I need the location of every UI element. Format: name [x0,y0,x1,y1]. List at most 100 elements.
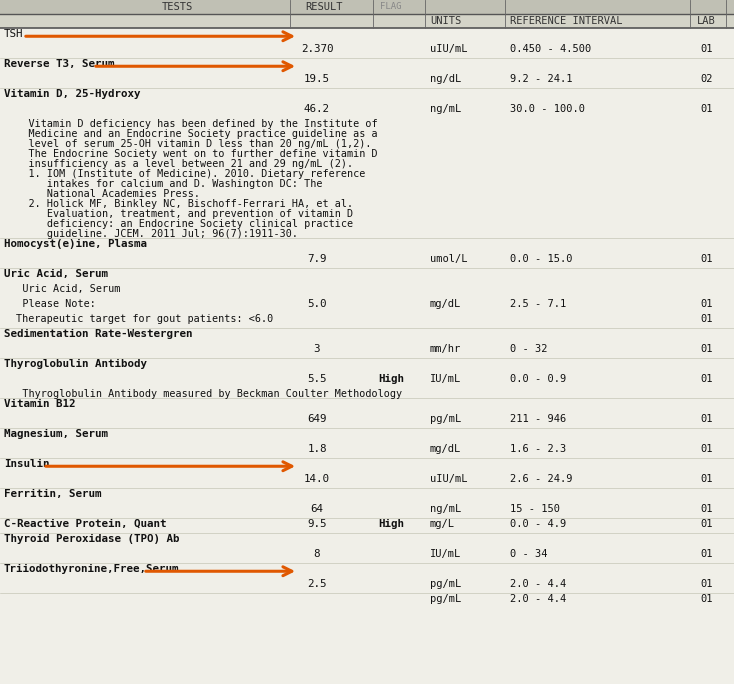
Text: mm/hr: mm/hr [430,344,461,354]
Text: 0.0 - 0.9: 0.0 - 0.9 [510,374,566,384]
Text: National Academies Press.: National Academies Press. [4,189,200,199]
Text: 0.0 - 15.0: 0.0 - 15.0 [510,254,573,264]
Text: 649: 649 [308,414,327,424]
Text: 2.0 - 4.4: 2.0 - 4.4 [510,594,566,604]
Text: Uric Acid, Serum: Uric Acid, Serum [4,284,120,294]
Text: Reverse T3, Serum: Reverse T3, Serum [4,59,115,69]
Text: Ferritin, Serum: Ferritin, Serum [4,489,101,499]
Text: Uric Acid, Serum: Uric Acid, Serum [4,269,108,279]
Text: Medicine and an Endocrine Society practice guideline as a: Medicine and an Endocrine Society practi… [4,129,377,139]
Text: 0.450 - 4.500: 0.450 - 4.500 [510,44,592,54]
Text: Vitamin D deficiency has been defined by the Institute of: Vitamin D deficiency has been defined by… [4,119,377,129]
Text: Thyroglobulin Antibody: Thyroglobulin Antibody [4,359,147,369]
Text: 9.2 - 24.1: 9.2 - 24.1 [510,74,573,84]
Text: guideline. JCEM. 2011 Jul; 96(7):1911-30.: guideline. JCEM. 2011 Jul; 96(7):1911-30… [4,229,298,239]
Text: ng/dL: ng/dL [430,74,461,84]
Text: 01: 01 [700,299,713,309]
Text: ng/mL: ng/mL [430,104,461,114]
Text: FLAG: FLAG [380,2,401,11]
Text: 1. IOM (Institute of Medicine). 2010. Dietary reference: 1. IOM (Institute of Medicine). 2010. Di… [4,169,366,179]
Text: 01: 01 [700,444,713,454]
Text: 0 - 34: 0 - 34 [510,549,548,559]
Text: 15 - 150: 15 - 150 [510,504,560,514]
Text: 5.0: 5.0 [308,299,327,309]
Text: 01: 01 [700,504,713,514]
Text: 01: 01 [700,519,713,529]
Text: Triiodothyronine,Free,Serum: Triiodothyronine,Free,Serum [4,564,180,574]
Text: The Endocrine Society went on to further define vitamin D: The Endocrine Society went on to further… [4,149,377,159]
Text: 01: 01 [700,44,713,54]
Bar [0,14,734,28]
Text: pg/mL: pg/mL [430,579,461,589]
Text: RESULT: RESULT [305,2,343,12]
Text: 01: 01 [700,474,713,484]
Text: Please Note:: Please Note: [4,299,96,309]
Text: 1.8: 1.8 [308,444,327,454]
Text: 01: 01 [700,374,713,384]
Text: 01: 01 [700,579,713,589]
Text: uIU/mL: uIU/mL [430,44,468,54]
Text: 7.9: 7.9 [308,254,327,264]
Text: C-Reactive Protein, Quant: C-Reactive Protein, Quant [4,519,167,529]
Text: 19.5: 19.5 [304,74,330,84]
Bar [0,0,734,14]
Text: mg/dL: mg/dL [430,444,461,454]
Text: High: High [378,374,404,384]
Text: 2.6 - 24.9: 2.6 - 24.9 [510,474,573,484]
Text: 01: 01 [700,314,713,324]
Text: 02: 02 [700,74,713,84]
Text: 2.370: 2.370 [301,44,333,54]
Text: 46.2: 46.2 [304,104,330,114]
Text: 01: 01 [700,344,713,354]
Text: pg/mL: pg/mL [430,414,461,424]
Text: 1.6 - 2.3: 1.6 - 2.3 [510,444,566,454]
Text: Vitamin D, 25-Hydroxy: Vitamin D, 25-Hydroxy [4,89,140,99]
Text: 2. Holick MF, Binkley NC, Bischoff-Ferrari HA, et al.: 2. Holick MF, Binkley NC, Bischoff-Ferra… [4,199,353,209]
Text: umol/L: umol/L [430,254,468,264]
Text: mg/dL: mg/dL [430,299,461,309]
Text: Thyroglobulin Antibody measured by Beckman Coulter Methodology: Thyroglobulin Antibody measured by Beckm… [4,389,402,399]
Text: mg/L: mg/L [430,519,455,529]
Text: pg/mL: pg/mL [430,594,461,604]
Text: 2.5 - 7.1: 2.5 - 7.1 [510,299,566,309]
Text: 9.5: 9.5 [308,519,327,529]
Text: 0 - 32: 0 - 32 [510,344,548,354]
Text: Evaluation, treatment, and prevention of vitamin D: Evaluation, treatment, and prevention of… [4,209,353,219]
Text: 2.5: 2.5 [308,579,327,589]
Text: 01: 01 [700,594,713,604]
Text: ng/mL: ng/mL [430,504,461,514]
Text: 01: 01 [700,104,713,114]
Text: TESTS: TESTS [161,2,193,12]
Text: 01: 01 [700,549,713,559]
Text: 211 - 946: 211 - 946 [510,414,566,424]
Text: 2.0 - 4.4: 2.0 - 4.4 [510,579,566,589]
Text: Therapeutic target for gout patients: <6.0: Therapeutic target for gout patients: <6… [16,314,273,324]
Text: IU/mL: IU/mL [430,549,461,559]
Text: 01: 01 [700,254,713,264]
Text: Sedimentation Rate-Westergren: Sedimentation Rate-Westergren [4,329,192,339]
Text: uIU/mL: uIU/mL [430,474,468,484]
Text: 64: 64 [310,504,324,514]
Text: IU/mL: IU/mL [430,374,461,384]
Text: 14.0: 14.0 [304,474,330,484]
Text: 30.0 - 100.0: 30.0 - 100.0 [510,104,585,114]
Text: High: High [378,519,404,529]
Text: UNITS: UNITS [430,16,461,26]
Text: deficiency: an Endocrine Society clinical practice: deficiency: an Endocrine Society clinica… [4,219,353,229]
Text: level of serum 25-OH vitamin D less than 20 ng/mL (1,2).: level of serum 25-OH vitamin D less than… [4,139,371,149]
Text: REFERENCE INTERVAL: REFERENCE INTERVAL [510,16,622,26]
Text: 01: 01 [700,414,713,424]
Text: Magnesium, Serum: Magnesium, Serum [4,429,108,439]
Text: 3: 3 [313,344,320,354]
Text: 5.5: 5.5 [308,374,327,384]
Text: Homocyst(e)ine, Plasma: Homocyst(e)ine, Plasma [4,239,147,249]
Text: Vitamin B12: Vitamin B12 [4,399,76,409]
Text: Thyroid Peroxidase (TPO) Ab: Thyroid Peroxidase (TPO) Ab [4,534,180,544]
Text: 0.0 - 4.9: 0.0 - 4.9 [510,519,566,529]
Text: insufficiency as a level between 21 and 29 ng/mL (2).: insufficiency as a level between 21 and … [4,159,353,169]
Text: 8: 8 [313,549,320,559]
Text: Insulin: Insulin [4,459,49,469]
Text: LAB: LAB [697,16,716,26]
Text: TSH: TSH [4,29,23,39]
Text: intakes for calcium and D. Washington DC: The: intakes for calcium and D. Washington DC… [4,179,322,189]
